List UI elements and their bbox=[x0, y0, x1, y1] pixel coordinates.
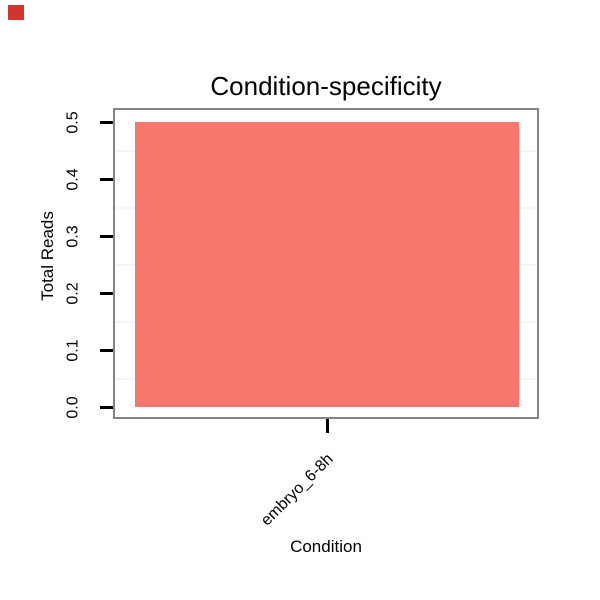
red-square-marker bbox=[8, 5, 24, 20]
x-axis-title: Condition bbox=[290, 537, 362, 556]
y-tick-mark bbox=[100, 405, 113, 409]
y-tick-label-0.3: 0.3 bbox=[64, 224, 82, 248]
y-axis-title: Total Reads bbox=[38, 211, 57, 301]
y-tick-label-0.2: 0.2 bbox=[64, 281, 82, 305]
y-tick-mark bbox=[100, 177, 113, 181]
x-tick-label-embryo_6-8h: embryo_6-8h bbox=[257, 450, 337, 530]
y-tick-mark bbox=[100, 291, 113, 295]
y-tick-mark bbox=[100, 120, 113, 124]
bar-embryo_6-8h bbox=[135, 122, 519, 407]
y-tick-mark bbox=[100, 348, 113, 352]
plot-panel bbox=[113, 108, 539, 419]
y-tick-label-0.4: 0.4 bbox=[64, 167, 82, 191]
chart-title: Condition-specificity bbox=[210, 71, 442, 101]
y-tick-mark bbox=[100, 234, 113, 238]
x-tick-mark bbox=[326, 419, 329, 433]
y-tick-label-0.5: 0.5 bbox=[64, 110, 82, 134]
y-tick-label-0.0: 0.0 bbox=[64, 395, 82, 419]
y-tick-label-0.1: 0.1 bbox=[64, 338, 82, 362]
